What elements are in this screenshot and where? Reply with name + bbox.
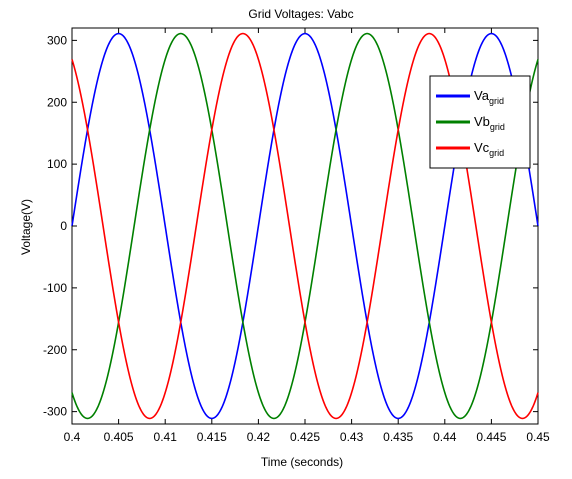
y-axis-ticks: -300 -200 -100 0 100 200 300	[43, 33, 538, 419]
y-axis-label: Voltage(V)	[19, 199, 33, 255]
y-tick-label: 200	[47, 95, 67, 109]
legend: Vagrid Vbgrid Vcgrid	[429, 75, 531, 169]
x-tick-label: 0.425	[290, 430, 320, 444]
x-tick-label: 0.45	[526, 430, 550, 444]
legend-label-vc: Vcgrid	[474, 140, 504, 158]
x-axis-ticks: 0.4 0.405 0.41 0.415 0.42 0.425 0.43 0.435 0.44 0…	[64, 28, 550, 444]
x-tick-label: 0.435	[383, 430, 413, 444]
x-tick-label: 0.445	[476, 430, 506, 444]
legend-label-vb: Vbgrid	[474, 114, 505, 132]
y-tick-label: 300	[47, 33, 67, 47]
y-tick-label: 100	[47, 157, 67, 171]
x-tick-label: 0.41	[154, 430, 178, 444]
chart-title: Grid Voltages: Vabc	[248, 7, 353, 21]
x-tick-label: 0.415	[197, 430, 227, 444]
x-tick-label: 0.42	[247, 430, 271, 444]
y-tick-label: -100	[43, 281, 67, 295]
y-tick-label: -200	[43, 343, 67, 357]
x-tick-label: 0.44	[433, 430, 457, 444]
y-tick-label: 0	[60, 219, 67, 233]
y-tick-label: -300	[43, 405, 67, 419]
x-tick-label: 0.405	[104, 430, 134, 444]
legend-label-va: Vagrid	[474, 88, 504, 106]
x-tick-label: 0.4	[64, 430, 81, 444]
x-tick-label: 0.43	[340, 430, 364, 444]
x-axis-label: Time (seconds)	[261, 455, 343, 469]
